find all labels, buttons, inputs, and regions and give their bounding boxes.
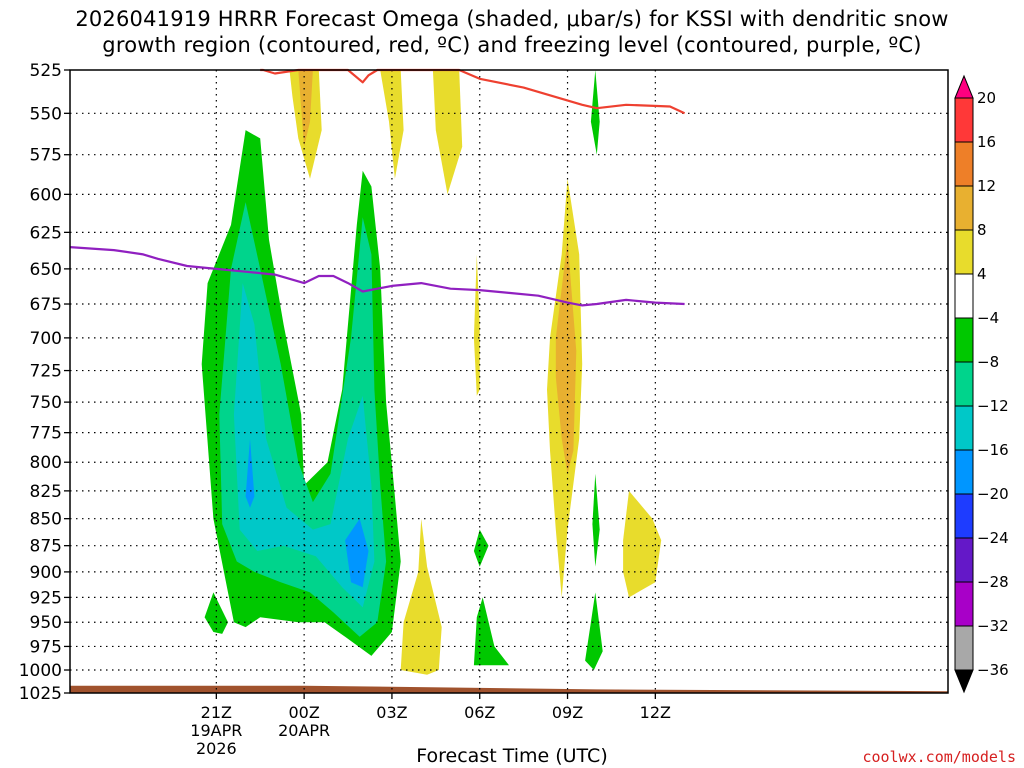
colorbar-swatch-7: [954, 361, 974, 407]
colorbar-swatch-10: [954, 493, 974, 539]
y-tick-label-1025: 1025: [19, 684, 62, 704]
omega-region-descent-06z-strip: [473, 254, 480, 396]
omega-region-descent-09z-core: [555, 239, 577, 474]
plot-frame: [69, 69, 949, 694]
colorbar-label-11: −28: [977, 573, 1009, 591]
y-tick-label-675: 675: [30, 295, 62, 315]
omega-region-descent-11z: [623, 490, 662, 598]
y-tick-label-550: 550: [30, 104, 62, 124]
y-tick-label-775: 775: [30, 424, 62, 444]
omega-region-ascent-10z-top: [590, 70, 600, 155]
y-tick-label-950: 950: [30, 613, 62, 633]
y-tick-label-850: 850: [30, 510, 62, 530]
colorbar-bottom-arrow: [954, 669, 974, 694]
omega-region-descent-04z-low: [400, 518, 442, 675]
colorbar-label-8: −16: [977, 441, 1009, 459]
x-tick-label-00Z: 00Z: [288, 703, 319, 722]
omega-region-ascent-small-sw: [204, 592, 228, 634]
colorbar-swatch-2: [954, 141, 974, 187]
chart-title-line-2: growth region (contoured, red, ºC) and f…: [102, 33, 922, 57]
y-tick-label-900: 900: [30, 563, 62, 583]
contour-dendritic-growth-region: [260, 68, 686, 115]
colorbar-label-10: −24: [977, 529, 1009, 547]
colorbar-label-9: −20: [977, 485, 1009, 503]
omega-region-ascent-06z-a: [473, 529, 489, 567]
colorbar-swatch-6: [954, 317, 974, 363]
y-tick-label-750: 750: [30, 393, 62, 413]
chart-title-line-1: 2026041919 HRRR Forecast Omega (shaded, …: [75, 7, 949, 31]
terrain-layer: [70, 685, 948, 693]
colorbar-swatch-1: [954, 97, 974, 143]
x-tick-date-21Z: 19APR: [190, 721, 242, 740]
y-tick-label-975: 975: [30, 637, 62, 657]
colorbar-label-7: −12: [977, 397, 1009, 415]
colorbar-label-0: 20: [977, 89, 996, 107]
colorbar-swatch-8: [954, 405, 974, 451]
x-tick-label-09Z: 09Z: [552, 703, 583, 722]
y-tick-label-925: 925: [30, 588, 62, 608]
colorbar-swatch-9: [954, 449, 974, 495]
omega-shading-layer: [201, 70, 662, 675]
colorbar-swatch-3: [954, 185, 974, 231]
y-tick-label-825: 825: [30, 482, 62, 502]
x-tick-label-21Z: 21Z: [201, 703, 232, 722]
omega-region-ascent-max-1: [345, 518, 369, 588]
x-tick-label-12Z: 12Z: [640, 703, 671, 722]
contour-freezing-level: [69, 246, 685, 307]
omega-region-descent-00z-core: [298, 70, 313, 147]
y-tick-label-575: 575: [30, 146, 62, 166]
omega-region-ascent-core-2: [233, 283, 375, 608]
gridlines: [70, 70, 948, 693]
x-axis-label: Forecast Time (UTC): [416, 745, 608, 767]
colorbar-swatch-11: [954, 537, 974, 583]
y-tick-label-700: 700: [30, 329, 62, 349]
colorbar-swatch-5: [954, 273, 974, 319]
colorbar-label-4: 4: [977, 265, 987, 283]
colorbar-label-2: 12: [977, 177, 996, 195]
source-credit[interactable]: coolwx.com/models: [862, 748, 1016, 766]
y-tick-label-725: 725: [30, 362, 62, 382]
colorbar-label-5: −4: [977, 309, 999, 327]
y-tick-label-625: 625: [30, 223, 62, 243]
colorbar-top-arrow: [954, 74, 974, 99]
colorbar-label-3: 8: [977, 221, 987, 239]
y-axis: 525 550 575 600 625 650 675 700 725 750 775 800 825 8…: [19, 61, 70, 704]
y-tick-label-650: 650: [30, 260, 62, 280]
x-tick-label-03Z: 03Z: [376, 703, 407, 722]
colorbar-swatch-12: [954, 581, 974, 627]
omega-region-ascent-max-2: [245, 438, 255, 508]
x-tick-label-06Z: 06Z: [464, 703, 495, 722]
colorbar-swatch-4: [954, 229, 974, 275]
omega-region-ascent-06z-b: [473, 597, 509, 666]
omega-region-descent-04z-top: [432, 70, 463, 195]
colorbar-label-6: −8: [977, 353, 999, 371]
colorbar-label-1: 16: [977, 133, 996, 151]
y-tick-label-800: 800: [30, 453, 62, 473]
terrain-surface: [70, 685, 948, 693]
y-tick-label-1000: 1000: [19, 661, 62, 681]
omega-region-ascent-10z-mid: [592, 473, 600, 567]
colorbar-label-12: −32: [977, 617, 1009, 635]
x-tick-year-21Z: 2026: [196, 739, 237, 758]
y-tick-label-600: 600: [30, 185, 62, 205]
y-tick-label-875: 875: [30, 537, 62, 557]
colorbar: 20 16 12 8 4 −4 −8 −12 −16 −20 −24 −28 −32 −36: [954, 74, 1009, 694]
omega-region-ascent-10z-low: [585, 592, 603, 670]
colorbar-label-13: −36: [977, 661, 1009, 679]
x-tick-date-00Z: 20APR: [278, 721, 330, 740]
y-tick-label-525: 525: [30, 61, 62, 81]
chart-title: 2026041919 HRRR Forecast Omega (shaded, …: [0, 6, 1024, 58]
colorbar-swatch-13: [954, 625, 974, 671]
